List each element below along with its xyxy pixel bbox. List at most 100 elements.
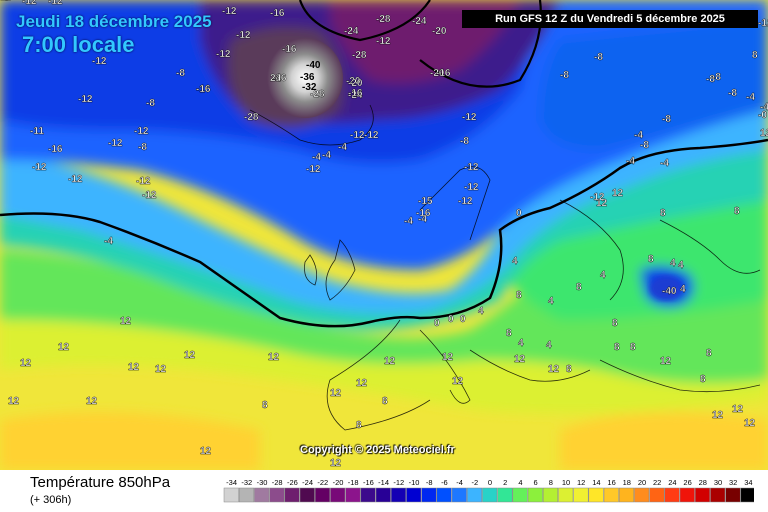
temperature-value-label: 0 [516, 208, 522, 219]
temperature-value-label: 12 [514, 354, 526, 365]
legend-color-swatch [375, 487, 391, 503]
legend-color-swatch [634, 487, 650, 503]
temperature-value-label: -4 [660, 158, 669, 169]
temperature-value-label: -8 [560, 70, 569, 81]
temperature-value-label: -12 [222, 6, 237, 17]
legend-color-swatch [360, 487, 376, 503]
legend-tick-label: -18 [348, 478, 359, 487]
legend-color-swatch [649, 487, 665, 503]
legend-tick-label: -34 [226, 478, 237, 487]
temperature-value-label: -20 [348, 78, 363, 89]
legend-tick-label: -22 [317, 478, 328, 487]
forecast-date: Jeudi 18 décembre 2025 [16, 12, 212, 31]
temperature-value-label: 12 [732, 404, 744, 415]
temperature-value-label: 4 [512, 256, 518, 267]
temperature-value-label: -16 [270, 8, 285, 19]
temperature-value-label: -16 [416, 208, 431, 219]
temperature-value-label: 8 [262, 400, 268, 411]
legend-color-swatch [406, 487, 422, 503]
temperature-value-label: 12 [548, 364, 560, 375]
legend-tick-label: 22 [653, 478, 661, 487]
legend-color-swatch [482, 487, 498, 503]
legend-color-swatch [421, 487, 437, 503]
temperature-value-label: 12 [356, 378, 368, 389]
temperature-value-label: -12 [306, 164, 321, 175]
temperature-value-label: 12 [660, 356, 672, 367]
temperature-value-label: -12 [136, 176, 151, 187]
legend-color-swatch [390, 487, 407, 503]
temperature-value-label: -12 [458, 196, 473, 207]
temperature-value-label: 12 [612, 188, 624, 199]
temperature-value-label: 12 [8, 396, 20, 407]
temperature-value-label: 8 [706, 348, 712, 359]
temperature-value-label: 4 [546, 340, 552, 351]
temperature-value-label: 4 [518, 338, 524, 349]
temperature-value-label: 8 [614, 342, 620, 353]
temperature-value-label: 12 [120, 316, 132, 327]
temperature-value-label: 8 [630, 342, 636, 353]
legend-tick-label: -6 [441, 478, 448, 487]
legend-color-swatch [573, 487, 589, 503]
temperature-value-label: -12 [376, 36, 391, 47]
temperature-value-label: 12 [760, 128, 768, 139]
temperature-value-label: 0 [448, 314, 454, 325]
temperature-value-label: 8 [576, 282, 582, 293]
temperature-value-label: -16 [48, 144, 63, 155]
legend-color-swatch [254, 487, 270, 503]
temperature-value-label: -16 [196, 84, 211, 95]
temperature-value-label: -12 [142, 190, 157, 201]
color-scale-legend: -34 -32 -30 -28 -26 -24 -22 -20 -18 -16 -14 -12 -10-… [223, 478, 754, 503]
legend-tick-label: -32 [241, 478, 252, 487]
legend-tick-label: 0 [488, 478, 492, 487]
legend-tick-label: -10 [409, 478, 420, 487]
temperature-value-label: -8 [640, 140, 649, 151]
legend-tick-label: -12 [393, 478, 404, 487]
legend-tick-label: 26 [683, 478, 691, 487]
temperature-value-label: 4 [678, 260, 684, 271]
legend-tick-label: 30 [714, 478, 722, 487]
temperature-value-label: 4 [600, 270, 606, 281]
temperature-value-label: -20 [432, 26, 447, 37]
legend-color-swatch [710, 487, 726, 503]
legend-color-swatch [497, 487, 513, 503]
temperature-value-label: -12 [462, 112, 477, 123]
legend-tick-label: -24 [302, 478, 313, 487]
temperature-value-label: -12 [216, 49, 231, 60]
temperature-value-label: -4 [0, 0, 9, 3]
temperature-value-label: -15 [418, 196, 433, 207]
temperature-value-label: -12 [350, 130, 365, 141]
temperature-value-label: -16 [348, 88, 363, 99]
legend-color-swatch [451, 487, 467, 503]
legend-color-swatch [558, 487, 574, 503]
temperature-value-label: 12 [712, 410, 724, 421]
temperature-value-label: -4 [626, 156, 635, 167]
temperature-value-label: 12 [330, 388, 342, 399]
temperature-value-label: -24 [412, 16, 427, 27]
lead-time: (+ 306h) [30, 494, 72, 506]
legend-color-swatch [314, 487, 331, 503]
temperature-value-label: -4 [312, 152, 321, 163]
temperature-value-label: -12 [464, 182, 479, 193]
temperature-value-label: -24 [348, 90, 363, 101]
temperature-value-label: 24 [270, 73, 282, 84]
legend-tick-label: -28 [272, 478, 283, 487]
legend-tick-label: -30 [257, 478, 268, 487]
temperature-value-label: -16 [196, 84, 211, 95]
temperature-value-label: -12 [236, 30, 251, 41]
temperature-value-label: -8 [460, 136, 469, 147]
cold-core [267, 38, 343, 118]
legend-tick-label: -8 [426, 478, 433, 487]
temperature-value-label: -4 [760, 102, 768, 113]
legend-color-swatch [238, 487, 255, 503]
legend-tick-label: 32 [729, 478, 737, 487]
temperature-value-label: 8 [566, 364, 572, 375]
temperature-value-label: 12 [452, 376, 464, 387]
footer-bar: Température 850hPa (+ 306h) -34 -32 -30 -28… [0, 470, 768, 512]
temperature-value-label: -0 [758, 110, 767, 121]
legend-color-swatch [618, 487, 635, 503]
temperature-value-label: -28 [352, 50, 367, 61]
temperature-value-label: -20 [346, 76, 361, 87]
legend-tick-label: 20 [638, 478, 646, 487]
legend-tick-label: 16 [607, 478, 615, 487]
legend-color-swatch [588, 487, 604, 503]
